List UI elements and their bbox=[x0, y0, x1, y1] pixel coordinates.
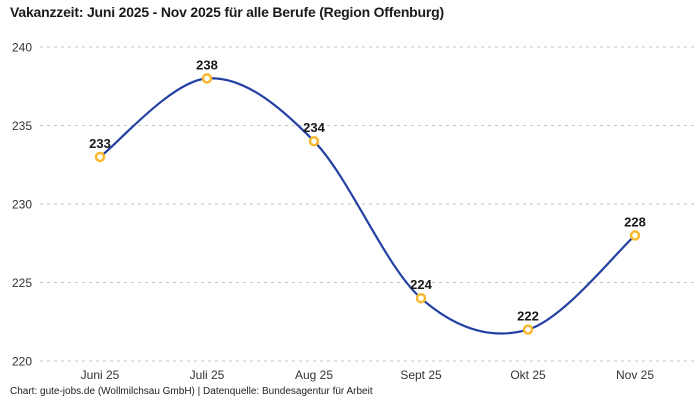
chart-title: Vakanzzeit: Juni 2025 - Nov 2025 für all… bbox=[10, 4, 444, 20]
x-axis-label: Juli 25 bbox=[190, 368, 225, 382]
y-axis-tick-label: 230 bbox=[12, 198, 32, 212]
y-axis-tick-label: 235 bbox=[12, 119, 32, 133]
y-axis-tick-label: 225 bbox=[12, 276, 32, 290]
x-axis-label: Sept 25 bbox=[400, 368, 442, 382]
data-point-marker bbox=[201, 73, 213, 84]
data-point-marker bbox=[308, 135, 320, 147]
data-point-label: 238 bbox=[196, 57, 218, 72]
series-line bbox=[98, 77, 637, 335]
y-axis-tick-label: 240 bbox=[12, 41, 32, 55]
data-point-label: 228 bbox=[624, 214, 646, 229]
chart-attribution: Chart: gute-jobs.de (Wollmilchsau GmbH) … bbox=[10, 386, 373, 397]
data-point-label: 233 bbox=[89, 136, 111, 151]
x-axis-label: Aug 25 bbox=[295, 368, 333, 382]
y-axis-tick-label: 220 bbox=[12, 355, 32, 369]
data-point-marker bbox=[94, 151, 106, 163]
data-point-marker bbox=[522, 324, 534, 335]
data-point-label: 234 bbox=[303, 120, 325, 135]
data-point-label: 222 bbox=[517, 309, 539, 324]
x-axis-label: Okt 25 bbox=[510, 368, 546, 382]
data-point-label: 224 bbox=[410, 277, 432, 292]
x-axis-label: Nov 25 bbox=[616, 368, 654, 382]
data-point-marker bbox=[629, 230, 641, 241]
data-point-marker bbox=[415, 292, 427, 304]
x-axis-label: Juni 25 bbox=[81, 368, 120, 382]
